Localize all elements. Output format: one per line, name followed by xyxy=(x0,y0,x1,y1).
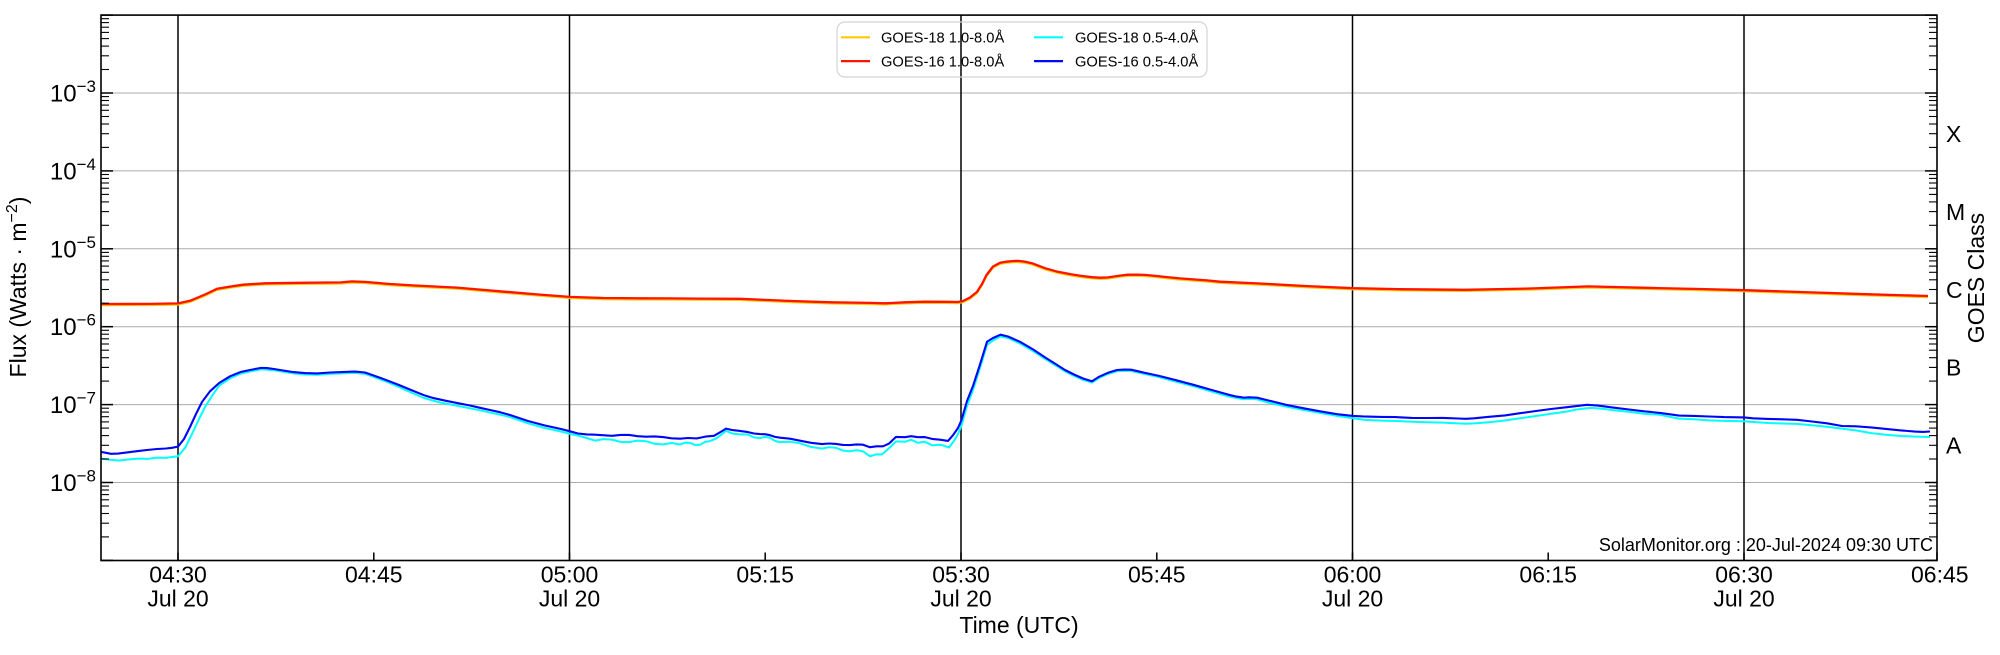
svg-text:04:45: 04:45 xyxy=(345,562,403,588)
svg-text:SolarMonitor.org : 20-Jul-2024: SolarMonitor.org : 20-Jul-2024 09:30 UTC xyxy=(1599,535,1933,555)
svg-text:B: B xyxy=(1946,355,1961,381)
svg-text:Jul 20: Jul 20 xyxy=(930,586,991,612)
svg-text:06:45: 06:45 xyxy=(1911,562,1969,588)
svg-text:X: X xyxy=(1946,121,1961,147)
svg-text:06:30: 06:30 xyxy=(1715,562,1773,588)
svg-text:GOES-16 1.0-8.0Å: GOES-16 1.0-8.0Å xyxy=(881,53,1004,70)
svg-text:04:30: 04:30 xyxy=(149,562,207,588)
svg-text:Time (UTC): Time (UTC) xyxy=(959,612,1078,638)
svg-text:06:00: 06:00 xyxy=(1324,562,1382,588)
svg-text:GOES-16 0.5-4.0Å: GOES-16 0.5-4.0Å xyxy=(1075,53,1198,70)
svg-text:06:15: 06:15 xyxy=(1519,562,1577,588)
svg-text:GOES Class: GOES Class xyxy=(1963,213,1989,343)
svg-text:M: M xyxy=(1946,199,1965,225)
svg-text:GOES-18 0.5-4.0Å: GOES-18 0.5-4.0Å xyxy=(1075,30,1198,47)
svg-text:C: C xyxy=(1946,277,1963,303)
svg-text:Flux (Watts · m−2): Flux (Watts · m−2) xyxy=(4,197,31,378)
svg-text:05:30: 05:30 xyxy=(932,562,990,588)
svg-text:05:15: 05:15 xyxy=(736,562,794,588)
svg-text:Jul 20: Jul 20 xyxy=(1713,586,1774,612)
svg-text:A: A xyxy=(1946,433,1962,459)
svg-text:Jul 20: Jul 20 xyxy=(539,586,600,612)
svg-text:10−7: 10−7 xyxy=(50,389,96,420)
svg-text:05:00: 05:00 xyxy=(541,562,599,588)
svg-text:Jul 20: Jul 20 xyxy=(1322,586,1383,612)
svg-text:05:45: 05:45 xyxy=(1128,562,1186,588)
svg-text:Jul 20: Jul 20 xyxy=(147,586,208,612)
svg-text:GOES-18 1.0-8.0Å: GOES-18 1.0-8.0Å xyxy=(881,30,1004,47)
